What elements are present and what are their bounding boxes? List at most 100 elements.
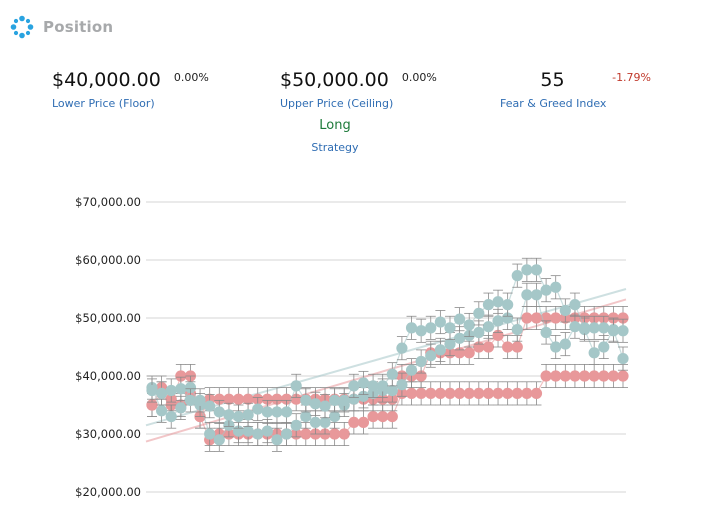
- data-point: [598, 341, 610, 353]
- y-tick-label: $60,000.00: [75, 253, 141, 267]
- floor-stat: $40,000.00 0.00% Lower Price (Floor): [52, 69, 209, 110]
- data-point: [357, 390, 370, 402]
- ceiling-price-label: Upper Price (Ceiling): [280, 97, 394, 110]
- strategy-value: Long: [319, 118, 351, 133]
- data-point: [338, 428, 350, 440]
- data-point: [405, 364, 418, 376]
- data-point: [550, 281, 562, 293]
- floor-price-value: $40,000.00: [52, 69, 161, 91]
- page-title: Position: [43, 18, 114, 36]
- data-point: [329, 428, 341, 440]
- data-point: [329, 411, 341, 423]
- data-point: [502, 387, 514, 399]
- ceiling-price-value: $50,000.00: [280, 69, 389, 91]
- data-point: [463, 347, 475, 359]
- data-point: [617, 353, 629, 365]
- data-point: [309, 416, 322, 428]
- data-point: [434, 344, 446, 356]
- data-point: [405, 387, 418, 399]
- data-point: [492, 296, 504, 308]
- data-point: [617, 325, 629, 337]
- data-point: [569, 299, 581, 311]
- data-point: [453, 387, 466, 399]
- data-point: [530, 312, 543, 324]
- data-point: [540, 370, 552, 382]
- data-point: [482, 341, 495, 353]
- y-tick-label: $40,000.00: [75, 369, 141, 383]
- data-point: [271, 393, 283, 405]
- data-point: [521, 264, 533, 276]
- data-point: [492, 315, 504, 327]
- chart-y-tick-labels: $70,000.00 $60,000.00 $50,000.00 $40,000.00…: [75, 195, 141, 499]
- data-point: [271, 406, 283, 418]
- data-point: [473, 326, 485, 339]
- data-point: [242, 425, 254, 437]
- data-point: [607, 370, 619, 382]
- data-point: [290, 393, 302, 405]
- data-point: [502, 312, 514, 324]
- data-point: [617, 312, 629, 324]
- data-point: [530, 387, 543, 399]
- data-point: [184, 394, 197, 406]
- data-point: [367, 380, 379, 392]
- data-point: [261, 406, 273, 418]
- data-point: [578, 370, 591, 382]
- data-point: [386, 368, 398, 380]
- data-point: [213, 393, 225, 405]
- data-point: [607, 325, 619, 337]
- data-point: [252, 403, 264, 415]
- price-chart: $70,000.00 $60,000.00 $50,000.00 $40,000.00…: [75, 195, 629, 499]
- data-point: [492, 387, 504, 399]
- data-point: [175, 383, 187, 395]
- data-point: [357, 416, 370, 428]
- data-point: [261, 425, 273, 437]
- floor-price-label: Lower Price (Floor): [52, 97, 155, 110]
- fear-greed-label: Fear & Greed Index: [500, 97, 607, 110]
- data-point: [319, 416, 331, 428]
- data-point: [453, 313, 466, 325]
- data-point: [482, 299, 495, 311]
- data-point: [204, 400, 216, 412]
- data-point: [550, 370, 562, 382]
- data-point: [146, 384, 158, 397]
- data-point: [194, 394, 206, 406]
- data-point: [482, 321, 495, 333]
- data-point: [348, 416, 360, 428]
- y-tick-label: $50,000.00: [75, 311, 141, 325]
- position-icon: [10, 15, 34, 39]
- data-point: [463, 387, 475, 399]
- data-point: [156, 405, 168, 417]
- data-point: [367, 411, 379, 423]
- data-point: [300, 394, 312, 406]
- position-header: Position: [10, 14, 113, 40]
- data-point: [280, 393, 293, 405]
- data-point: [598, 370, 610, 382]
- data-point: [357, 377, 370, 389]
- data-point: [261, 393, 273, 405]
- data-point: [415, 325, 427, 337]
- data-point: [396, 379, 408, 391]
- y-tick-label: $30,000.00: [75, 427, 141, 441]
- data-point: [434, 316, 446, 328]
- fear-greed-value: 55: [540, 69, 565, 91]
- data-point: [473, 387, 485, 399]
- data-point: [444, 338, 456, 350]
- data-point: [319, 400, 331, 412]
- data-point: [540, 326, 552, 339]
- data-point: [348, 380, 360, 392]
- data-point: [569, 370, 581, 382]
- y-tick-label: $70,000.00: [75, 195, 141, 209]
- data-point: [252, 428, 264, 440]
- data-point: [530, 289, 543, 301]
- data-point: [175, 370, 187, 382]
- data-point: [598, 322, 610, 334]
- fear-greed-stat: 55 -1.79% Fear & Greed Index: [500, 69, 651, 110]
- data-point: [530, 264, 543, 276]
- data-point: [242, 393, 254, 405]
- data-point: [444, 322, 456, 334]
- data-point: [578, 322, 591, 334]
- data-point: [213, 434, 225, 446]
- data-point: [290, 419, 302, 431]
- data-point: [290, 380, 302, 392]
- data-point: [165, 411, 177, 423]
